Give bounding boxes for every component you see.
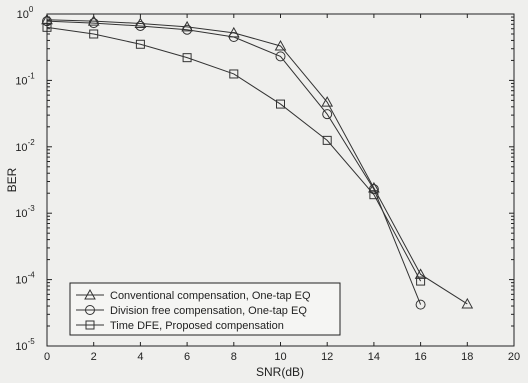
legend-label: Time DFE, Proposed compensation	[110, 320, 284, 332]
y-tick-exponent: 0	[29, 5, 34, 14]
data-point-square	[89, 29, 99, 39]
legend-box	[69, 282, 341, 336]
data-point-circle	[275, 51, 286, 62]
y-tick-exponent: -2	[28, 138, 36, 147]
data-point-circle	[228, 32, 239, 43]
y-tick-base: 10	[15, 142, 27, 154]
data-point-triangle	[321, 96, 334, 107]
data-point-square	[276, 99, 285, 109]
data-point-square	[322, 135, 332, 145]
y-tick-label: 10-3	[15, 204, 35, 220]
x-tick-label: 4	[137, 351, 143, 363]
y-tick-exponent: -4	[28, 271, 36, 280]
y-tick-label: 100	[17, 5, 34, 21]
series-line-triangle	[46, 19, 468, 305]
legend-marker-circle	[85, 305, 95, 315]
y-tick-exponent: -3	[28, 204, 36, 213]
x-axis-label: SNR(dB)	[256, 365, 304, 379]
data-point-square	[416, 276, 426, 286]
legend-marker-square	[85, 320, 95, 330]
data-point-square	[229, 69, 239, 79]
x-tick-label: 14	[368, 351, 380, 363]
data-point-triangle	[134, 17, 147, 28]
x-tick-label: 8	[231, 351, 237, 363]
y-tick-base: 10	[17, 9, 29, 21]
data-point-triangle	[181, 20, 193, 32]
data-point-triangle	[461, 297, 474, 309]
y-tick-base: 10	[15, 75, 27, 87]
data-point-square	[182, 53, 192, 63]
data-point-circle	[322, 109, 333, 120]
x-tick-label: 12	[321, 351, 333, 363]
y-tick-label: 10-1	[15, 71, 35, 87]
y-tick-exponent: -5	[28, 337, 36, 346]
data-point-square	[135, 39, 145, 49]
y-tick-label: 10-4	[15, 271, 35, 287]
x-tick-label: 20	[508, 351, 520, 363]
legend: Conventional compensation, One-tap EQ Div…	[69, 282, 341, 336]
data-point-triangle	[368, 181, 380, 193]
data-point-circle	[88, 18, 99, 29]
data-point-circle	[135, 20, 146, 31]
x-tick-label: 10	[274, 351, 286, 363]
y-tick-base: 10	[15, 275, 27, 287]
series-line-circle	[46, 20, 422, 305]
y-tick-base: 10	[15, 341, 27, 353]
series-line-square	[46, 26, 422, 282]
y-tick-label: 10-2	[15, 138, 35, 154]
legend-label: Conventional compensation, One-tap EQ	[110, 290, 311, 302]
y-axis-label: BER	[5, 167, 19, 192]
y-tick-base: 10	[15, 208, 27, 220]
data-series	[41, 13, 474, 310]
x-tick-label: 16	[414, 351, 426, 363]
plot-frame	[46, 13, 515, 347]
y-tick-label: 10-5	[15, 337, 35, 353]
legend-marker-triangle	[84, 288, 96, 300]
data-point-circle	[182, 24, 193, 35]
x-tick-label: 0	[44, 351, 50, 363]
y-tick-exponent: -1	[28, 71, 36, 80]
data-point-square	[369, 190, 379, 200]
data-point-triangle	[87, 15, 100, 26]
legend-items: Conventional compensation, One-tap EQ Div…	[76, 288, 311, 332]
legend-label: Division free compensation, One-tap EQ	[110, 305, 307, 317]
data-point-triangle	[414, 268, 427, 279]
data-point-circle	[415, 299, 426, 310]
data-point-triangle	[274, 39, 287, 51]
x-tick-label: 18	[461, 351, 473, 363]
x-tick-label: 6	[184, 351, 190, 363]
x-tick-label: 2	[91, 351, 97, 363]
